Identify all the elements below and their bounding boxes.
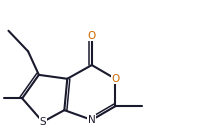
Text: S: S <box>39 117 46 127</box>
Text: O: O <box>111 74 119 84</box>
Text: N: N <box>88 115 96 125</box>
Text: O: O <box>88 31 96 41</box>
